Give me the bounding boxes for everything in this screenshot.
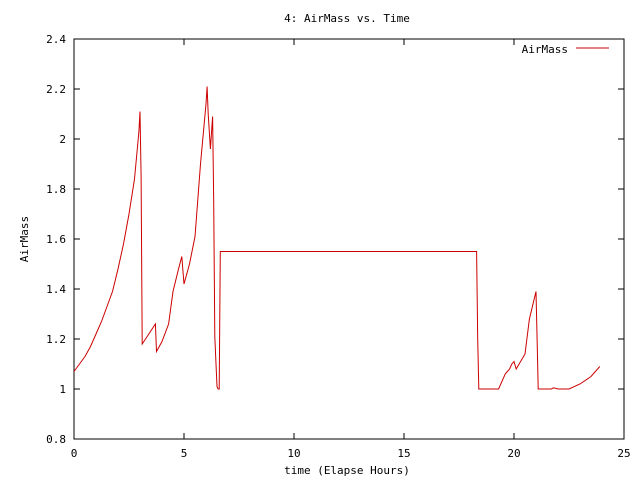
series-lines <box>73 86 601 390</box>
x-tick-label: 20 <box>507 447 520 460</box>
plot-frame <box>73 38 625 440</box>
x-tick-label: 5 <box>181 447 188 460</box>
chart-title: 4: AirMass vs. Time <box>284 12 410 25</box>
legend-label-airmass: AirMass <box>522 43 568 56</box>
y-tick-label: 2.4 <box>46 33 66 46</box>
x-tick-label: 15 <box>397 447 410 460</box>
x-axis-label: time (Elapse Hours) <box>284 464 410 477</box>
x-tick-label: 10 <box>287 447 300 460</box>
y-tick-label: 1.2 <box>46 333 66 346</box>
y-tick-label: 0.8 <box>46 433 66 446</box>
y-tick-label: 1.6 <box>46 233 66 246</box>
series-line-airmass <box>73 86 601 390</box>
x-tick-label: 0 <box>71 447 78 460</box>
y-tick-label: 1.4 <box>46 283 66 296</box>
y-tick-label: 2.2 <box>46 83 66 96</box>
y-tick-label: 1 <box>59 383 66 396</box>
y-axis-label: AirMass <box>18 216 31 262</box>
y-tick-label: 1.8 <box>46 183 66 196</box>
y-tick-label: 2 <box>59 133 66 146</box>
legend: AirMass <box>522 43 609 56</box>
x-tick-label: 25 <box>617 447 630 460</box>
axis-ticks: 0 5 10 15 20 25 0.8 1 1.2 1.4 1.6 1.8 2 2.2 2.4 <box>46 33 631 460</box>
